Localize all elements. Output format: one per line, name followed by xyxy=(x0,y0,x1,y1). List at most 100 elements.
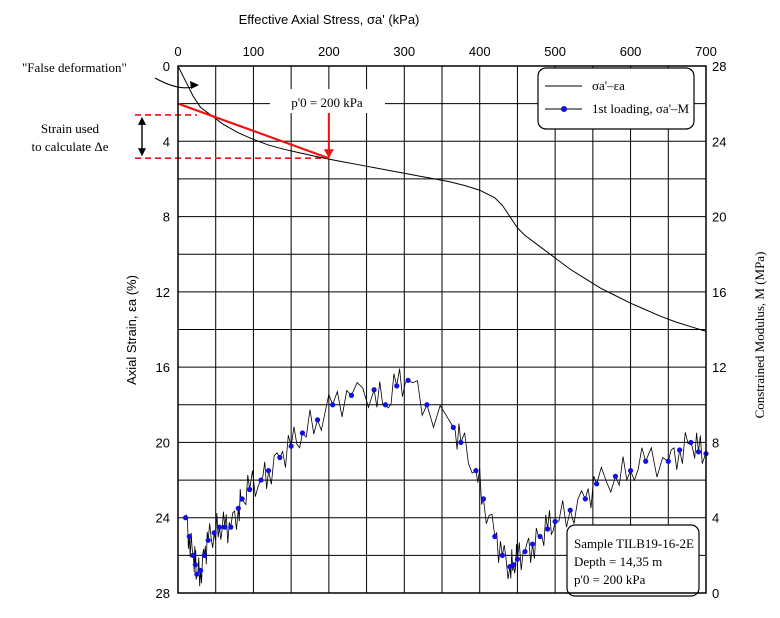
modulus-point xyxy=(394,383,400,389)
p0-marker-arrowhead xyxy=(323,149,334,159)
sample-line2: Depth = 14,35 m xyxy=(574,554,662,569)
modulus-point xyxy=(594,481,600,487)
modulus-point xyxy=(643,458,649,464)
right-tick-28: 28 xyxy=(712,59,726,74)
top-tick-400: 400 xyxy=(469,44,491,59)
strain-band xyxy=(135,114,329,160)
modulus-point xyxy=(348,392,355,398)
modulus-point xyxy=(190,552,196,558)
left-tick-16: 16 xyxy=(156,360,170,375)
modulus-point xyxy=(235,505,241,511)
right-tick-12: 12 xyxy=(712,360,726,375)
right-axis-ticks: 0 4 8 12 16 20 24 28 xyxy=(712,59,726,601)
modulus-point xyxy=(537,533,543,540)
modulus-point xyxy=(458,439,464,446)
legend-entry-strain: σa'–εa xyxy=(592,78,625,93)
modulus-point xyxy=(192,562,198,568)
p0-label-bg xyxy=(270,89,385,113)
modulus-point xyxy=(582,496,588,502)
modulus-point xyxy=(330,402,336,408)
modulus-point xyxy=(239,496,245,502)
modulus-point xyxy=(216,524,223,530)
right-tick-20: 20 xyxy=(712,210,726,225)
double-arrow-head-top xyxy=(138,116,146,125)
left-tick-28: 28 xyxy=(156,586,170,601)
modulus-point xyxy=(186,533,192,540)
top-tick-100: 100 xyxy=(243,44,265,59)
strain-curve-line xyxy=(177,65,707,332)
modulus-point xyxy=(314,417,321,423)
modulus-point xyxy=(695,449,702,455)
sample-box-frame xyxy=(566,524,700,597)
right-tick-4: 4 xyxy=(712,511,719,526)
left-tick-20: 20 xyxy=(156,435,170,450)
top-tick-300: 300 xyxy=(393,44,415,59)
left-tick-8: 8 xyxy=(163,210,170,225)
top-tick-700: 700 xyxy=(695,44,717,59)
modulus-point xyxy=(258,477,264,483)
top-axis-ticks: 0 100 200 300 400 500 600 700 xyxy=(174,44,716,59)
top-tick-200: 200 xyxy=(318,44,340,59)
right-tick-0: 0 xyxy=(712,586,719,601)
modulus-point xyxy=(492,533,498,540)
modulus-point xyxy=(514,556,521,562)
modulus-point xyxy=(265,468,272,474)
strain-used-double-arrow xyxy=(138,116,146,157)
left-axis-title: Axial Strain, εa (%) xyxy=(124,275,139,385)
p0-label: p'0 = 200 kPa xyxy=(291,95,363,110)
left-tick-4: 4 xyxy=(163,134,170,149)
modulus-point xyxy=(522,548,528,555)
right-tick-24: 24 xyxy=(712,134,726,149)
red-annotations xyxy=(177,102,334,160)
sample-line3: p'0 = 200 kPa xyxy=(574,572,646,587)
modulus-point xyxy=(612,473,619,479)
strain-used-label-line2: to calculate Δe xyxy=(32,139,109,154)
modulus-point xyxy=(552,518,558,525)
grid-lines xyxy=(178,66,706,593)
tangent-line xyxy=(177,102,330,160)
left-tick-0: 0 xyxy=(163,59,170,74)
top-tick-600: 600 xyxy=(620,44,642,59)
modulus-point xyxy=(222,524,228,530)
modulus-point xyxy=(677,447,683,453)
modulus-point xyxy=(277,454,283,461)
sample-line1: Sample TILB19-16-2E xyxy=(574,536,694,551)
right-tick-16: 16 xyxy=(712,285,726,300)
modulus-point xyxy=(247,486,253,493)
legend-entry-modulus: 1st loading, σa'–M xyxy=(592,101,690,116)
modulus-point xyxy=(499,552,505,558)
modulus-point xyxy=(473,468,479,474)
strain-used-label-line1: Strain used xyxy=(41,121,100,136)
modulus-point xyxy=(688,439,694,446)
modulus-point xyxy=(545,526,551,532)
modulus-point xyxy=(382,402,389,408)
modulus-point xyxy=(201,552,207,558)
false-deformation-label: "False deformation" xyxy=(22,60,127,75)
left-tick-24: 24 xyxy=(156,511,170,526)
top-tick-0: 0 xyxy=(174,44,181,59)
modulus-point xyxy=(480,496,487,502)
modulus-point xyxy=(228,524,234,530)
top-axis-title: Effective Axial Stress, σa' (kPa) xyxy=(239,12,420,27)
modulus-point xyxy=(211,530,217,536)
sample-info-box: Sample TILB19-16-2E Depth = 14,35 m p'0 … xyxy=(566,524,700,597)
modulus-point xyxy=(567,507,573,513)
plot-frame xyxy=(177,65,707,594)
modulus-point xyxy=(299,430,306,436)
top-tick-500: 500 xyxy=(544,44,566,59)
modulus-point xyxy=(627,468,634,474)
modulus-point xyxy=(450,424,456,430)
modulus-point xyxy=(288,443,294,449)
right-axis-title: Constrained Modulus, M (MPa) xyxy=(752,252,767,419)
modulus-markers xyxy=(182,377,709,577)
modulus-point xyxy=(405,377,411,383)
modulus-point xyxy=(529,541,536,547)
modulus-point xyxy=(198,567,204,574)
double-arrow-head-bottom xyxy=(138,148,146,157)
modulus-point xyxy=(205,537,211,543)
modulus-point xyxy=(182,515,189,521)
left-axis-ticks: 0 4 8 12 16 20 24 28 xyxy=(156,59,170,601)
legend-box xyxy=(537,67,695,130)
modulus-point xyxy=(424,402,430,408)
